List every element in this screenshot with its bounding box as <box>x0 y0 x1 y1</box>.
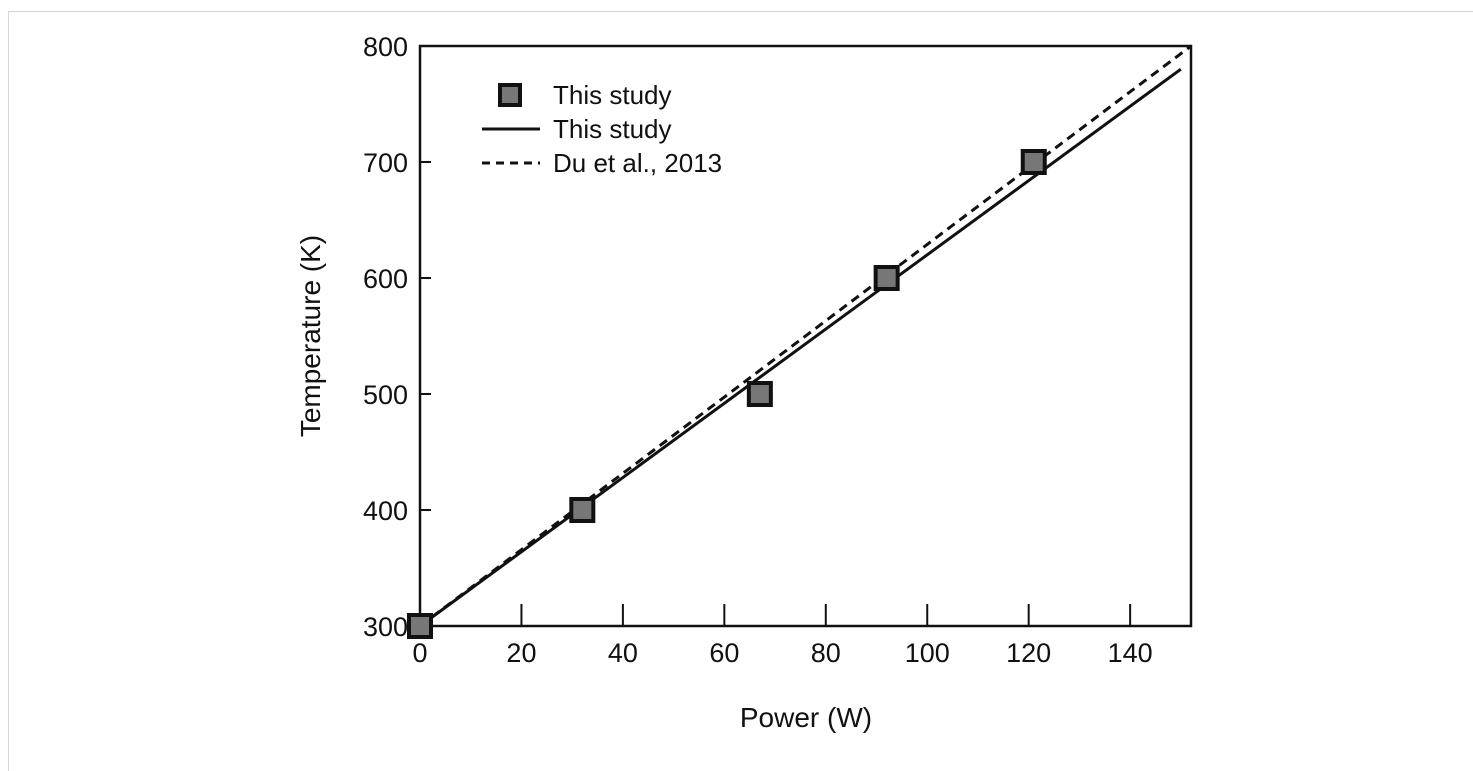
data-point-marker <box>407 613 433 639</box>
data-point-marker <box>873 265 900 291</box>
y-tick-label: 800 <box>363 32 408 62</box>
x-tick-label: 60 <box>709 638 739 668</box>
x-tick-label: 20 <box>506 638 536 668</box>
x-tick-label: 0 <box>412 638 427 668</box>
y-tick-label: 400 <box>363 496 408 526</box>
y-tick-label: 600 <box>363 264 408 294</box>
series-markers <box>407 149 1047 639</box>
dashed-fit-line <box>419 44 1192 628</box>
x-axis-ticks: 0 20 40 60 80 100 120 140 <box>412 604 1153 668</box>
x-tick-label: 80 <box>811 638 841 668</box>
x-axis-title: Power (W) <box>740 702 872 733</box>
legend-marker-swatch <box>498 83 522 107</box>
legend-label-dashed-line: Du et al., 2013 <box>553 148 722 178</box>
data-point-marker <box>746 381 773 407</box>
legend: This study This study Du et al., 2013 <box>482 80 722 178</box>
y-tick-label: 500 <box>363 380 408 410</box>
data-point-marker <box>569 497 596 523</box>
legend-label-markers: This study <box>553 80 672 110</box>
figure-frame <box>8 11 1473 771</box>
y-tick-label: 300 <box>363 612 408 642</box>
solid-fit-line <box>419 67 1182 628</box>
x-tick-label: 140 <box>1108 638 1153 668</box>
y-axis-title: Temperature (K) <box>295 235 326 437</box>
y-tick-label: 700 <box>363 148 408 178</box>
data-point-marker <box>1020 149 1047 175</box>
x-tick-label: 120 <box>1006 638 1051 668</box>
x-tick-label: 100 <box>905 638 950 668</box>
series-lines <box>419 44 1192 628</box>
x-tick-label: 40 <box>608 638 638 668</box>
plot-area <box>418 44 1193 628</box>
y-axis-ticks: 300 400 500 600 700 800 <box>363 32 431 642</box>
legend-label-solid-line: This study <box>553 114 672 144</box>
